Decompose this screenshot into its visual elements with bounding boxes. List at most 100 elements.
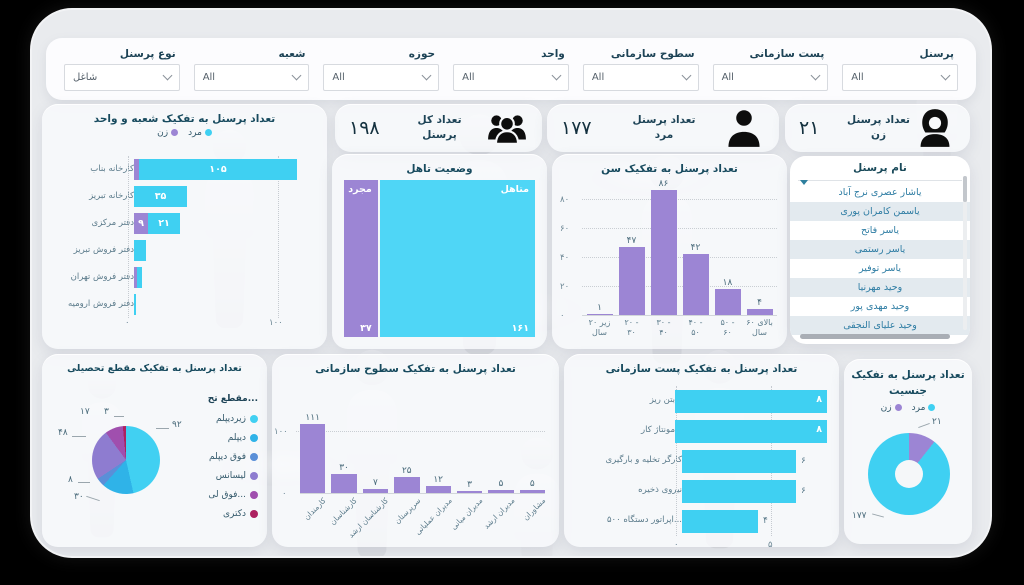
legend-item: دکتری [170, 504, 258, 523]
level-bar-column: ۳۰ کارشناسان [328, 463, 359, 527]
bar[interactable] [682, 254, 709, 315]
legend-item: دیپلم [170, 428, 258, 447]
bar[interactable]: ۸ [675, 389, 827, 413]
y-tick: ۲۰ [560, 282, 570, 292]
female-bar[interactable] [134, 159, 139, 180]
male-bar[interactable]: ۳۵ [134, 186, 187, 207]
bar[interactable] [394, 477, 420, 493]
bar[interactable] [650, 190, 677, 315]
bar-row: نیروی ذخیره ۶ [574, 476, 827, 506]
gridline [582, 228, 777, 229]
kpi-value: ۱۹۸ [349, 117, 380, 139]
male-bar[interactable] [134, 294, 136, 315]
list-item[interactable]: وحید مهرنیا [790, 278, 970, 297]
legend-dot-icon [250, 490, 258, 499]
list-item[interactable]: وحید علیای النجقی [790, 316, 970, 335]
plot-area: بتن ریز ۸ مونتاژ کار ۸ کارگر تخلیه و بار… [574, 386, 827, 554]
org-posts-chart: تعداد پرسنل به تفکیک پست سازمانی بتن ریز… [564, 354, 839, 550]
bar-row: ...اپراتور دستگاه ۵۰۰ ۴ [574, 506, 827, 536]
list-item[interactable]: وحید مهدی پور [850, 301, 910, 312]
female-bar[interactable] [134, 267, 137, 288]
x-label: کارشناسان [328, 496, 360, 527]
personnel-dropdown[interactable]: All [842, 63, 958, 91]
male-bar[interactable] [134, 240, 146, 261]
filter-bar: پرسنل All پست سازمانی All سطوح سازمانی A… [46, 38, 976, 100]
post-dropdown[interactable]: All [712, 63, 829, 91]
age-bar-column: ۸۶ - ۳۰ ۴۰ [650, 179, 677, 337]
bar[interactable] [300, 424, 326, 493]
pie-value: ۲۱ [932, 417, 942, 427]
bar-value: ۵ [529, 479, 535, 489]
bar[interactable] [425, 486, 451, 493]
x-label: - ۴۰ ۵۰ [688, 318, 703, 338]
bar-row: کارگر تخلیه و بارگیری ۶ [574, 446, 827, 476]
chart-title: وضعیت تاهل [406, 163, 473, 175]
married-tile[interactable]: متاهل ۱۶۱ [379, 180, 535, 337]
vertical-scrollbar[interactable] [963, 176, 967, 330]
org-levels-dropdown[interactable]: All [582, 63, 699, 91]
x-label: - ۳۰ ۴۰ [656, 318, 671, 338]
education-pie[interactable] [92, 426, 160, 494]
kpi-female-personnel: تعداد پرسنل زن ۲۱ [785, 104, 970, 152]
dropdown-caret-icon[interactable] [800, 180, 808, 185]
branch-unit-chart: تعداد پرسنل به تفکیک شعبه و واحد مرد زن … [42, 104, 327, 349]
dashboard: پرسنل All پست سازمانی All سطوح سازمانی A… [30, 8, 992, 558]
category-label: دفتر فروش تبریز [73, 244, 134, 255]
gridline [278, 156, 279, 318]
male-dot-icon [928, 403, 936, 411]
x-label: - ۵۰ ۶۰ [720, 318, 735, 338]
filter-post: پست سازمانی All [712, 48, 829, 91]
pie-value: ۹۲ [172, 420, 182, 430]
legend-dot-icon [250, 433, 258, 442]
filter-org-levels: سطوح سازمانی All [582, 48, 699, 91]
filter-value: All [202, 71, 216, 83]
area-dropdown[interactable]: All [323, 63, 440, 91]
male-bar[interactable]: ۱۰۵ [139, 159, 297, 180]
bar[interactable] [714, 289, 741, 315]
chart-title: تعداد پرسنل به تفکیک پست سازمانی [605, 363, 798, 375]
branch-dropdown[interactable]: All [193, 63, 310, 91]
list-item[interactable]: یاسر فاتح [861, 225, 899, 236]
bar[interactable] [682, 449, 796, 473]
category-label: کارخانه بناب [90, 163, 134, 174]
unit-dropdown[interactable]: All [453, 63, 569, 91]
bar[interactable] [362, 489, 389, 493]
level-bar-column: ۷ کارشناسان ارشد [347, 478, 391, 540]
bar[interactable] [488, 490, 514, 493]
age-chart: تعداد پرسنل به تفکیک سن ۸۰ ۶۰ ۴۰ ۲۰ ۰ ۱ … [552, 154, 787, 349]
bar[interactable] [519, 490, 545, 493]
list-item[interactable]: یاسر رستمی [790, 240, 970, 259]
pie-value: ۴۸ [58, 428, 68, 438]
filter-value: All [332, 71, 345, 83]
personnel-type-dropdown[interactable]: شاغل [63, 63, 180, 91]
bar[interactable] [331, 474, 357, 493]
level-bar-column: ۵ مشاوران [519, 479, 547, 522]
list-item[interactable]: یاشار عصری نرج آباد [838, 187, 922, 198]
filter-label: نوع پرسنل [119, 47, 176, 60]
bar[interactable] [746, 309, 773, 315]
bar[interactable] [682, 509, 758, 533]
level-bar-column: ۳ مدیران میانی [449, 480, 484, 531]
kpi-value: ۲۱ [799, 117, 820, 139]
legend-item: ...فوق لی [170, 485, 258, 504]
bar[interactable] [682, 479, 796, 503]
male-bar[interactable]: ۲۱ [148, 213, 180, 234]
gridline [582, 257, 777, 258]
female-bar[interactable]: ۹ [134, 213, 148, 234]
filter-value: All [851, 71, 864, 83]
y-tick: ۶۰ [560, 224, 570, 234]
list-item[interactable]: یاسمن کامران پوری [790, 202, 970, 221]
x-axis: ۰ ۱۰۰ [125, 318, 283, 328]
single-tile[interactable]: مجرد ۳۷ [344, 180, 378, 337]
pie-value: ۸ [68, 475, 73, 485]
bar[interactable]: ۸ [675, 419, 827, 443]
horizontal-scrollbar[interactable] [800, 334, 950, 339]
male-bar[interactable] [137, 267, 142, 288]
legend-title: ...مقطع تح [207, 394, 258, 404]
bar[interactable] [618, 247, 645, 315]
category-label: ...اپراتور دستگاه ۵۰۰ [606, 515, 682, 526]
bar[interactable] [456, 491, 483, 493]
filter-label: واحد [541, 47, 565, 60]
list-item[interactable]: یاسر توفیر [859, 263, 901, 274]
bar[interactable] [586, 314, 613, 315]
